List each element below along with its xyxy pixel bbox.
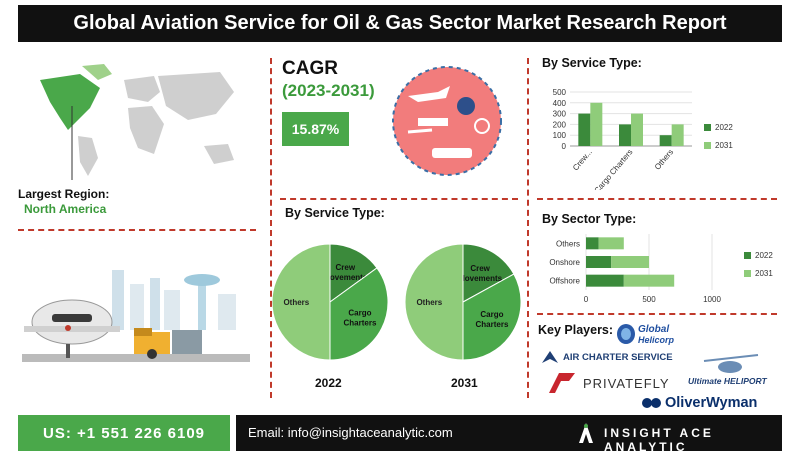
sector-bar-chart: 0 500 1000 Others Onshore Offshore 2022 2031 <box>549 234 773 304</box>
legend-swatch-2031 <box>704 142 711 149</box>
divider-left <box>270 58 272 398</box>
logo-oliver-wyman: OliverWyman <box>641 395 757 411</box>
global-helicorp-text-2: Helicorp <box>638 335 675 345</box>
x-tick-label: Cargo Charters <box>592 148 634 190</box>
y-tick-label: 0 <box>562 142 567 151</box>
key-players-label: Key Players: <box>538 323 614 337</box>
bar-2031-0 <box>598 237 624 250</box>
global-helicorp-logo-icon: Global Helicorp <box>617 324 675 345</box>
pie-label-2031-0: Crew <box>470 264 490 273</box>
region-value: North America <box>24 202 107 216</box>
y-tick-label: Offshore <box>549 277 580 286</box>
divider-cagr <box>280 198 518 200</box>
legend-label-2022: 2022 <box>755 251 773 260</box>
sector-bar-title: By Sector Type: <box>542 212 637 226</box>
pie-section-title: By Service Type: <box>285 206 385 220</box>
bar-2031-0 <box>590 102 603 146</box>
logo-global-helicorp: Global Helicorp <box>616 320 702 351</box>
divider-sector <box>537 313 777 315</box>
legend-label-2031: 2031 <box>715 141 733 150</box>
oliver-wyman-icon <box>642 398 661 408</box>
bar-2031-1 <box>631 113 643 146</box>
x-tick-label: 500 <box>642 295 656 304</box>
global-helicorp-text-1: Global <box>638 324 669 335</box>
x-tick-label: 0 <box>584 295 589 304</box>
service-pie-charts: CrewMovementsCargoChartersOthersCrewMove… <box>272 243 522 361</box>
airport-illustration <box>22 270 250 362</box>
pie-slice-2022-1 <box>329 267 389 361</box>
aviation-illustration <box>392 66 502 176</box>
pie-2031-year: 2031 <box>451 376 478 390</box>
bar-2022-2 <box>586 274 624 287</box>
oliver-wyman-text: OliverWyman <box>665 395 758 411</box>
cagr-label: CAGR <box>282 58 338 79</box>
y-tick-label: 500 <box>553 88 567 97</box>
privatefly-icon <box>549 373 575 393</box>
x-tick-label: 1000 <box>703 295 721 304</box>
footer-bar: Email: info@insightaceanalytic.com INSIG… <box>236 415 782 454</box>
legend-swatch-2022 <box>744 252 751 259</box>
divider-bar <box>537 198 777 200</box>
ultimate-heliport-text: Ultimate HELIPORT <box>688 376 768 386</box>
divider-region <box>18 229 256 231</box>
divider-right <box>527 58 529 398</box>
bar-2022-0 <box>586 237 599 250</box>
air-charter-service-text: AIR CHARTER SERVICE <box>563 351 673 363</box>
y-tick-label: Others <box>556 239 580 248</box>
pie-slice-2031-1 <box>462 273 522 361</box>
bar-2022-0 <box>578 113 591 146</box>
pie-label-2022-1: Cargo <box>348 308 371 317</box>
region-label: Largest Region: <box>18 187 110 201</box>
legend-swatch-2022 <box>704 124 711 131</box>
pie-label-2022-1: Charters <box>344 318 377 327</box>
pie-slice-2022-0 <box>329 243 378 303</box>
legend-label-2031: 2031 <box>755 269 773 278</box>
pie-label-2022-0: Crew <box>335 263 355 272</box>
legend-swatch-2031 <box>744 270 751 277</box>
pie-slice-2031-0 <box>462 243 515 303</box>
pie-label-2031-1: Charters <box>476 320 509 329</box>
footer-brand: INSIGHT ACE ANALYTIC <box>604 426 714 454</box>
ultimate-heliport-icon: Ultimate HELIPORT <box>688 354 768 386</box>
y-tick-label: 300 <box>553 110 567 119</box>
pie-slice-2031-2 <box>404 243 464 361</box>
world-map <box>40 64 234 180</box>
logo-privatefly: PRIVATEFLY <box>545 371 670 395</box>
logo-air-charter-service: AIR CHARTER SERVICE <box>540 349 673 365</box>
cagr-period: (2023-2031) <box>282 81 375 100</box>
y-tick-label: 100 <box>553 131 567 140</box>
report-title: Global Aviation Service for Oil & Gas Se… <box>18 5 782 42</box>
bar-2022-2 <box>659 135 672 146</box>
cagr-value: 15.87% <box>282 112 349 146</box>
pie-label-2022-0: Movements <box>323 273 368 282</box>
pie-label-2022-2: Others <box>283 298 309 307</box>
x-tick-label: Others <box>653 148 675 172</box>
bar-2022-1 <box>619 124 631 146</box>
insight-ace-logo-icon <box>579 423 593 443</box>
pie-label-2031-0: Movements <box>458 274 503 283</box>
logo-ultimate-heliport: Ultimate HELIPORT <box>684 351 776 394</box>
bar-2031-2 <box>671 124 684 146</box>
bar-2022-1 <box>586 256 612 268</box>
privatefly-text: PRIVATEFLY <box>583 375 670 391</box>
pie-label-2031-1: Cargo <box>480 310 503 319</box>
legend-label-2022: 2022 <box>715 123 733 132</box>
footer-email: Email: info@insightaceanalytic.com <box>248 425 453 440</box>
x-tick-label: Crew... <box>571 148 594 173</box>
bar-2031-2 <box>623 274 675 287</box>
pie-slice-2022-2 <box>272 243 331 361</box>
y-tick-label: 200 <box>553 120 567 129</box>
air-charter-icon <box>542 351 558 363</box>
y-tick-label: Onshore <box>549 258 580 267</box>
pie-label-2031-2: Others <box>416 298 442 307</box>
bar-2031-1 <box>611 256 649 268</box>
pie-2022-year: 2022 <box>315 376 342 390</box>
footer-phone: US: +1 551 226 6109 <box>18 415 230 451</box>
service-bar-title: By Service Type: <box>542 56 642 70</box>
y-tick-label: 400 <box>553 99 567 108</box>
